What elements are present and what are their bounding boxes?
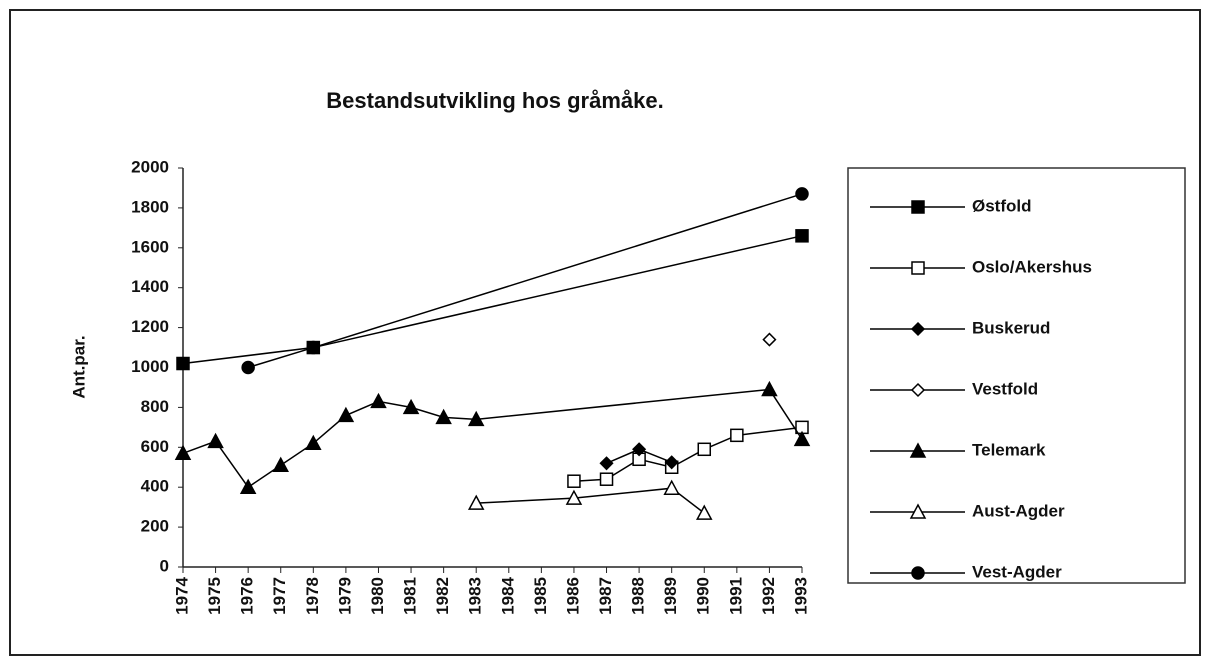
marker bbox=[696, 504, 713, 520]
marker bbox=[909, 503, 927, 519]
legend-label: Aust-Agder bbox=[972, 501, 1065, 520]
frame bbox=[9, 9, 1201, 656]
x-tick-label: 1975 bbox=[205, 577, 224, 615]
marker bbox=[467, 410, 485, 427]
marker bbox=[761, 380, 778, 397]
marker bbox=[909, 442, 927, 458]
y-axis-label: Ant.par. bbox=[69, 335, 88, 398]
marker bbox=[467, 494, 485, 510]
marker bbox=[599, 456, 614, 471]
marker bbox=[793, 430, 811, 447]
marker bbox=[305, 434, 322, 451]
marker bbox=[435, 408, 452, 425]
y-tick-label: 1400 bbox=[131, 277, 169, 296]
marker bbox=[176, 356, 190, 371]
x-tick-label: 1982 bbox=[433, 577, 452, 615]
marker bbox=[795, 187, 809, 201]
series-line bbox=[182, 388, 803, 489]
legend-label: Vestfold bbox=[972, 379, 1038, 398]
y-tick-label: 2000 bbox=[131, 157, 169, 176]
marker bbox=[910, 382, 926, 398]
series-line bbox=[476, 487, 705, 514]
marker bbox=[306, 340, 321, 355]
x-tick-label: 1980 bbox=[368, 577, 387, 615]
x-tick-label: 1992 bbox=[759, 577, 778, 615]
x-tick-label: 1985 bbox=[531, 577, 550, 615]
marker bbox=[207, 432, 224, 449]
series-line bbox=[182, 235, 803, 365]
marker bbox=[337, 406, 355, 423]
marker bbox=[241, 360, 255, 375]
legend-label: Buskerud bbox=[972, 318, 1050, 337]
legend-label: Telemark bbox=[972, 440, 1046, 459]
legend-label: Vest-Agder bbox=[972, 562, 1062, 581]
y-tick-label: 0 bbox=[160, 556, 169, 575]
y-tick-label: 1600 bbox=[131, 237, 169, 256]
y-tick-label: 1200 bbox=[131, 317, 169, 336]
marker bbox=[239, 478, 257, 494]
x-tick-label: 1990 bbox=[694, 577, 713, 615]
marker bbox=[795, 229, 809, 243]
x-tick-label: 1977 bbox=[270, 577, 289, 615]
x-tick-label: 1978 bbox=[303, 577, 322, 615]
legend-box bbox=[847, 167, 1186, 584]
marker bbox=[910, 321, 926, 337]
marker bbox=[730, 428, 744, 443]
x-tick-label: 1979 bbox=[335, 577, 354, 615]
marker bbox=[911, 200, 925, 214]
x-tick-label: 1987 bbox=[596, 577, 615, 615]
x-tick-label: 1981 bbox=[401, 577, 420, 615]
marker bbox=[567, 474, 581, 488]
x-tick-label: 1991 bbox=[726, 577, 745, 615]
marker bbox=[663, 479, 680, 495]
marker bbox=[911, 566, 925, 580]
marker bbox=[402, 398, 420, 415]
legend-label: Oslo/Akershus bbox=[972, 257, 1092, 276]
marker bbox=[664, 455, 679, 470]
marker bbox=[697, 442, 712, 457]
marker bbox=[272, 456, 289, 473]
y-tick-label: 400 bbox=[141, 477, 169, 496]
series-line bbox=[247, 193, 803, 369]
legend-label: Østfold bbox=[972, 196, 1032, 215]
x-tick-label: 1993 bbox=[791, 577, 810, 615]
marker bbox=[762, 332, 777, 347]
x-tick-label: 1974 bbox=[172, 576, 191, 614]
y-tick-label: 1000 bbox=[131, 357, 169, 376]
y-tick-label: 800 bbox=[141, 397, 169, 416]
marker bbox=[174, 444, 192, 461]
marker bbox=[565, 489, 583, 505]
chart-title: Bestandsutvikling hos gråmåke. bbox=[326, 88, 663, 113]
x-tick-label: 1988 bbox=[629, 577, 648, 615]
x-tick-label: 1976 bbox=[238, 577, 257, 615]
y-tick-label: 200 bbox=[141, 517, 169, 536]
y-tick-label: 1800 bbox=[131, 197, 169, 216]
marker bbox=[599, 472, 614, 486]
x-tick-label: 1989 bbox=[661, 577, 680, 615]
marker bbox=[632, 442, 647, 457]
marker bbox=[911, 261, 925, 275]
y-tick-label: 600 bbox=[141, 437, 169, 456]
x-tick-label: 1984 bbox=[498, 576, 517, 614]
marker bbox=[370, 392, 387, 409]
x-tick-label: 1986 bbox=[563, 577, 582, 615]
x-tick-label: 1983 bbox=[466, 577, 485, 615]
